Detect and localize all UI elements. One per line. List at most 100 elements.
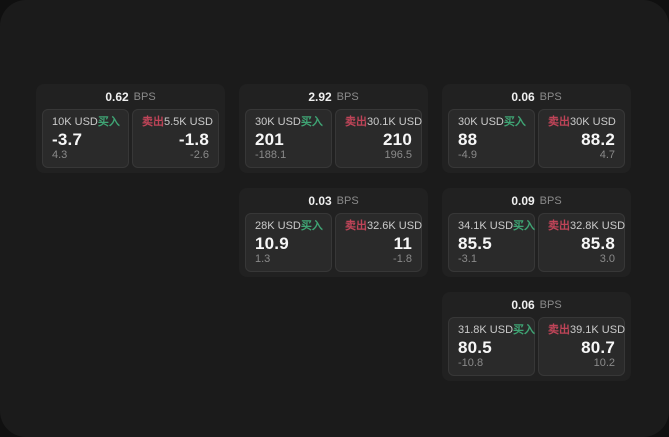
quote-grid: 0.62 BPS 10K USD 买入 -3.7 4.3 卖出 5.5K USD <box>36 84 631 381</box>
side-panels: 34.1K USD 买入 85.5 -3.1 卖出 32.8K USD 85.8… <box>442 213 631 277</box>
quote-card: 0.06 BPS 30K USD 买入 88 -4.9 卖出 30K USD <box>442 84 631 173</box>
buy-change: -188.1 <box>255 149 287 161</box>
buy-panel-top: 34.1K USD 买入 <box>458 220 535 232</box>
buy-change: 1.3 <box>255 253 271 265</box>
bps-unit: BPS <box>133 90 156 103</box>
sell-change: 3.0 <box>599 253 615 265</box>
buy-side-label: 买入 <box>300 220 323 232</box>
sell-side-label: 卖出 <box>548 324 570 336</box>
sell-amount: 30.1K USD <box>367 116 423 128</box>
sell-amount: 30K USD <box>570 116 616 128</box>
sell-side-label: 卖出 <box>142 116 164 128</box>
buy-price: 201 <box>255 129 284 149</box>
buy-amount: 28K USD <box>255 220 301 232</box>
sell-side-label: 卖出 <box>548 220 570 232</box>
bps-unit: BPS <box>539 194 562 207</box>
sell-panel[interactable]: 卖出 32.8K USD 85.8 3.0 <box>538 213 625 272</box>
sell-price: 11 <box>393 233 412 253</box>
sell-amount: 32.6K USD <box>367 220 423 232</box>
sell-panel[interactable]: 卖出 39.1K USD 80.7 10.2 <box>538 317 625 376</box>
bps-value: 0.06 <box>511 297 535 312</box>
bps-value: 0.62 <box>105 89 129 104</box>
buy-panel[interactable]: 28K USD 买入 10.9 1.3 <box>245 213 332 272</box>
buy-change: -3.1 <box>458 253 477 265</box>
side-panels: 30K USD 买入 88 -4.9 卖出 30K USD 88.2 4.7 <box>442 109 631 173</box>
sell-panel[interactable]: 卖出 30.1K USD 210 196.5 <box>335 109 422 168</box>
quote-card: 2.92 BPS 30K USD 买入 201 -188.1 卖出 30.1K … <box>239 84 428 173</box>
side-panels: 30K USD 买入 201 -188.1 卖出 30.1K USD 210 1… <box>239 109 428 173</box>
sell-panel[interactable]: 卖出 30K USD 88.2 4.7 <box>538 109 625 168</box>
card-header: 0.06 BPS <box>442 292 631 317</box>
buy-change: -10.8 <box>458 357 484 369</box>
bps-value: 0.03 <box>308 193 332 208</box>
sell-change: -2.6 <box>190 149 209 161</box>
bps-value: 0.09 <box>511 193 535 208</box>
buy-panel[interactable]: 30K USD 买入 88 -4.9 <box>448 109 535 168</box>
sell-panel-top: 卖出 39.1K USD <box>548 324 625 336</box>
sell-panel-top: 卖出 30.1K USD <box>345 116 422 128</box>
side-panels: 10K USD 买入 -3.7 4.3 卖出 5.5K USD -1.8 -2.… <box>36 109 225 173</box>
sell-change: 10.2 <box>593 357 615 369</box>
buy-amount: 30K USD <box>255 116 301 128</box>
sell-price: 85.8 <box>581 233 615 253</box>
buy-amount: 34.1K USD <box>458 220 514 232</box>
buy-side-label: 买入 <box>513 324 536 336</box>
sell-amount: 5.5K USD <box>164 116 213 128</box>
buy-price: 80.5 <box>458 337 492 357</box>
sell-change: -1.8 <box>393 253 412 265</box>
buy-price: -3.7 <box>52 129 83 149</box>
buy-panel[interactable]: 31.8K USD 买入 80.5 -10.8 <box>448 317 535 376</box>
side-panels: 31.8K USD 买入 80.5 -10.8 卖出 39.1K USD 80.… <box>442 317 631 381</box>
sell-side-label: 卖出 <box>345 220 367 232</box>
sell-panel-top: 卖出 5.5K USD <box>142 116 213 128</box>
buy-change: 4.3 <box>52 149 68 161</box>
buy-panel-top: 28K USD 买入 <box>255 220 323 232</box>
sell-panel-top: 卖出 32.8K USD <box>548 220 625 232</box>
buy-side-label: 买入 <box>300 116 323 128</box>
buy-panel[interactable]: 30K USD 买入 201 -188.1 <box>245 109 332 168</box>
card-header: 0.03 BPS <box>239 188 428 213</box>
side-panels: 28K USD 买入 10.9 1.3 卖出 32.6K USD 11 -1.8 <box>239 213 428 277</box>
card-header: 2.92 BPS <box>239 84 428 109</box>
sell-panel-top: 卖出 30K USD <box>548 116 616 128</box>
bps-value: 0.06 <box>511 89 535 104</box>
quote-card: 0.06 BPS 31.8K USD 买入 80.5 -10.8 卖出 39.1… <box>442 292 631 381</box>
sell-price: -1.8 <box>178 129 209 149</box>
buy-side-label: 买入 <box>503 116 526 128</box>
buy-price: 85.5 <box>458 233 492 253</box>
sell-price: 210 <box>383 129 412 149</box>
buy-change: -4.9 <box>458 149 477 161</box>
sell-panel[interactable]: 卖出 32.6K USD 11 -1.8 <box>335 213 422 272</box>
sell-amount: 39.1K USD <box>570 324 626 336</box>
sell-change: 196.5 <box>384 149 412 161</box>
sell-panel[interactable]: 卖出 5.5K USD -1.8 -2.6 <box>132 109 219 168</box>
sell-side-label: 卖出 <box>548 116 570 128</box>
bps-value: 2.92 <box>308 89 332 104</box>
buy-panel[interactable]: 34.1K USD 买入 85.5 -3.1 <box>448 213 535 272</box>
bps-unit: BPS <box>539 298 562 311</box>
buy-side-label: 买入 <box>513 220 536 232</box>
sell-panel-top: 卖出 32.6K USD <box>345 220 422 232</box>
sell-amount: 32.8K USD <box>570 220 626 232</box>
card-header: 0.06 BPS <box>442 84 631 109</box>
buy-amount: 30K USD <box>458 116 504 128</box>
bps-unit: BPS <box>336 194 359 207</box>
buy-panel-top: 30K USD 买入 <box>458 116 526 128</box>
buy-amount: 10K USD <box>52 116 98 128</box>
sell-change: 4.7 <box>599 149 615 161</box>
bps-unit: BPS <box>336 90 359 103</box>
buy-price: 88 <box>458 129 478 149</box>
buy-panel-top: 10K USD 买入 <box>52 116 120 128</box>
card-header: 0.62 BPS <box>36 84 225 109</box>
sell-price: 88.2 <box>581 129 615 149</box>
quote-card: 0.09 BPS 34.1K USD 买入 85.5 -3.1 卖出 32.8K… <box>442 188 631 277</box>
quote-card: 0.62 BPS 10K USD 买入 -3.7 4.3 卖出 5.5K USD <box>36 84 225 173</box>
buy-panel-top: 30K USD 买入 <box>255 116 323 128</box>
bps-unit: BPS <box>539 90 562 103</box>
buy-price: 10.9 <box>255 233 289 253</box>
buy-panel[interactable]: 10K USD 买入 -3.7 4.3 <box>42 109 129 168</box>
sell-side-label: 卖出 <box>345 116 367 128</box>
card-header: 0.09 BPS <box>442 188 631 213</box>
sell-price: 80.7 <box>581 337 615 357</box>
